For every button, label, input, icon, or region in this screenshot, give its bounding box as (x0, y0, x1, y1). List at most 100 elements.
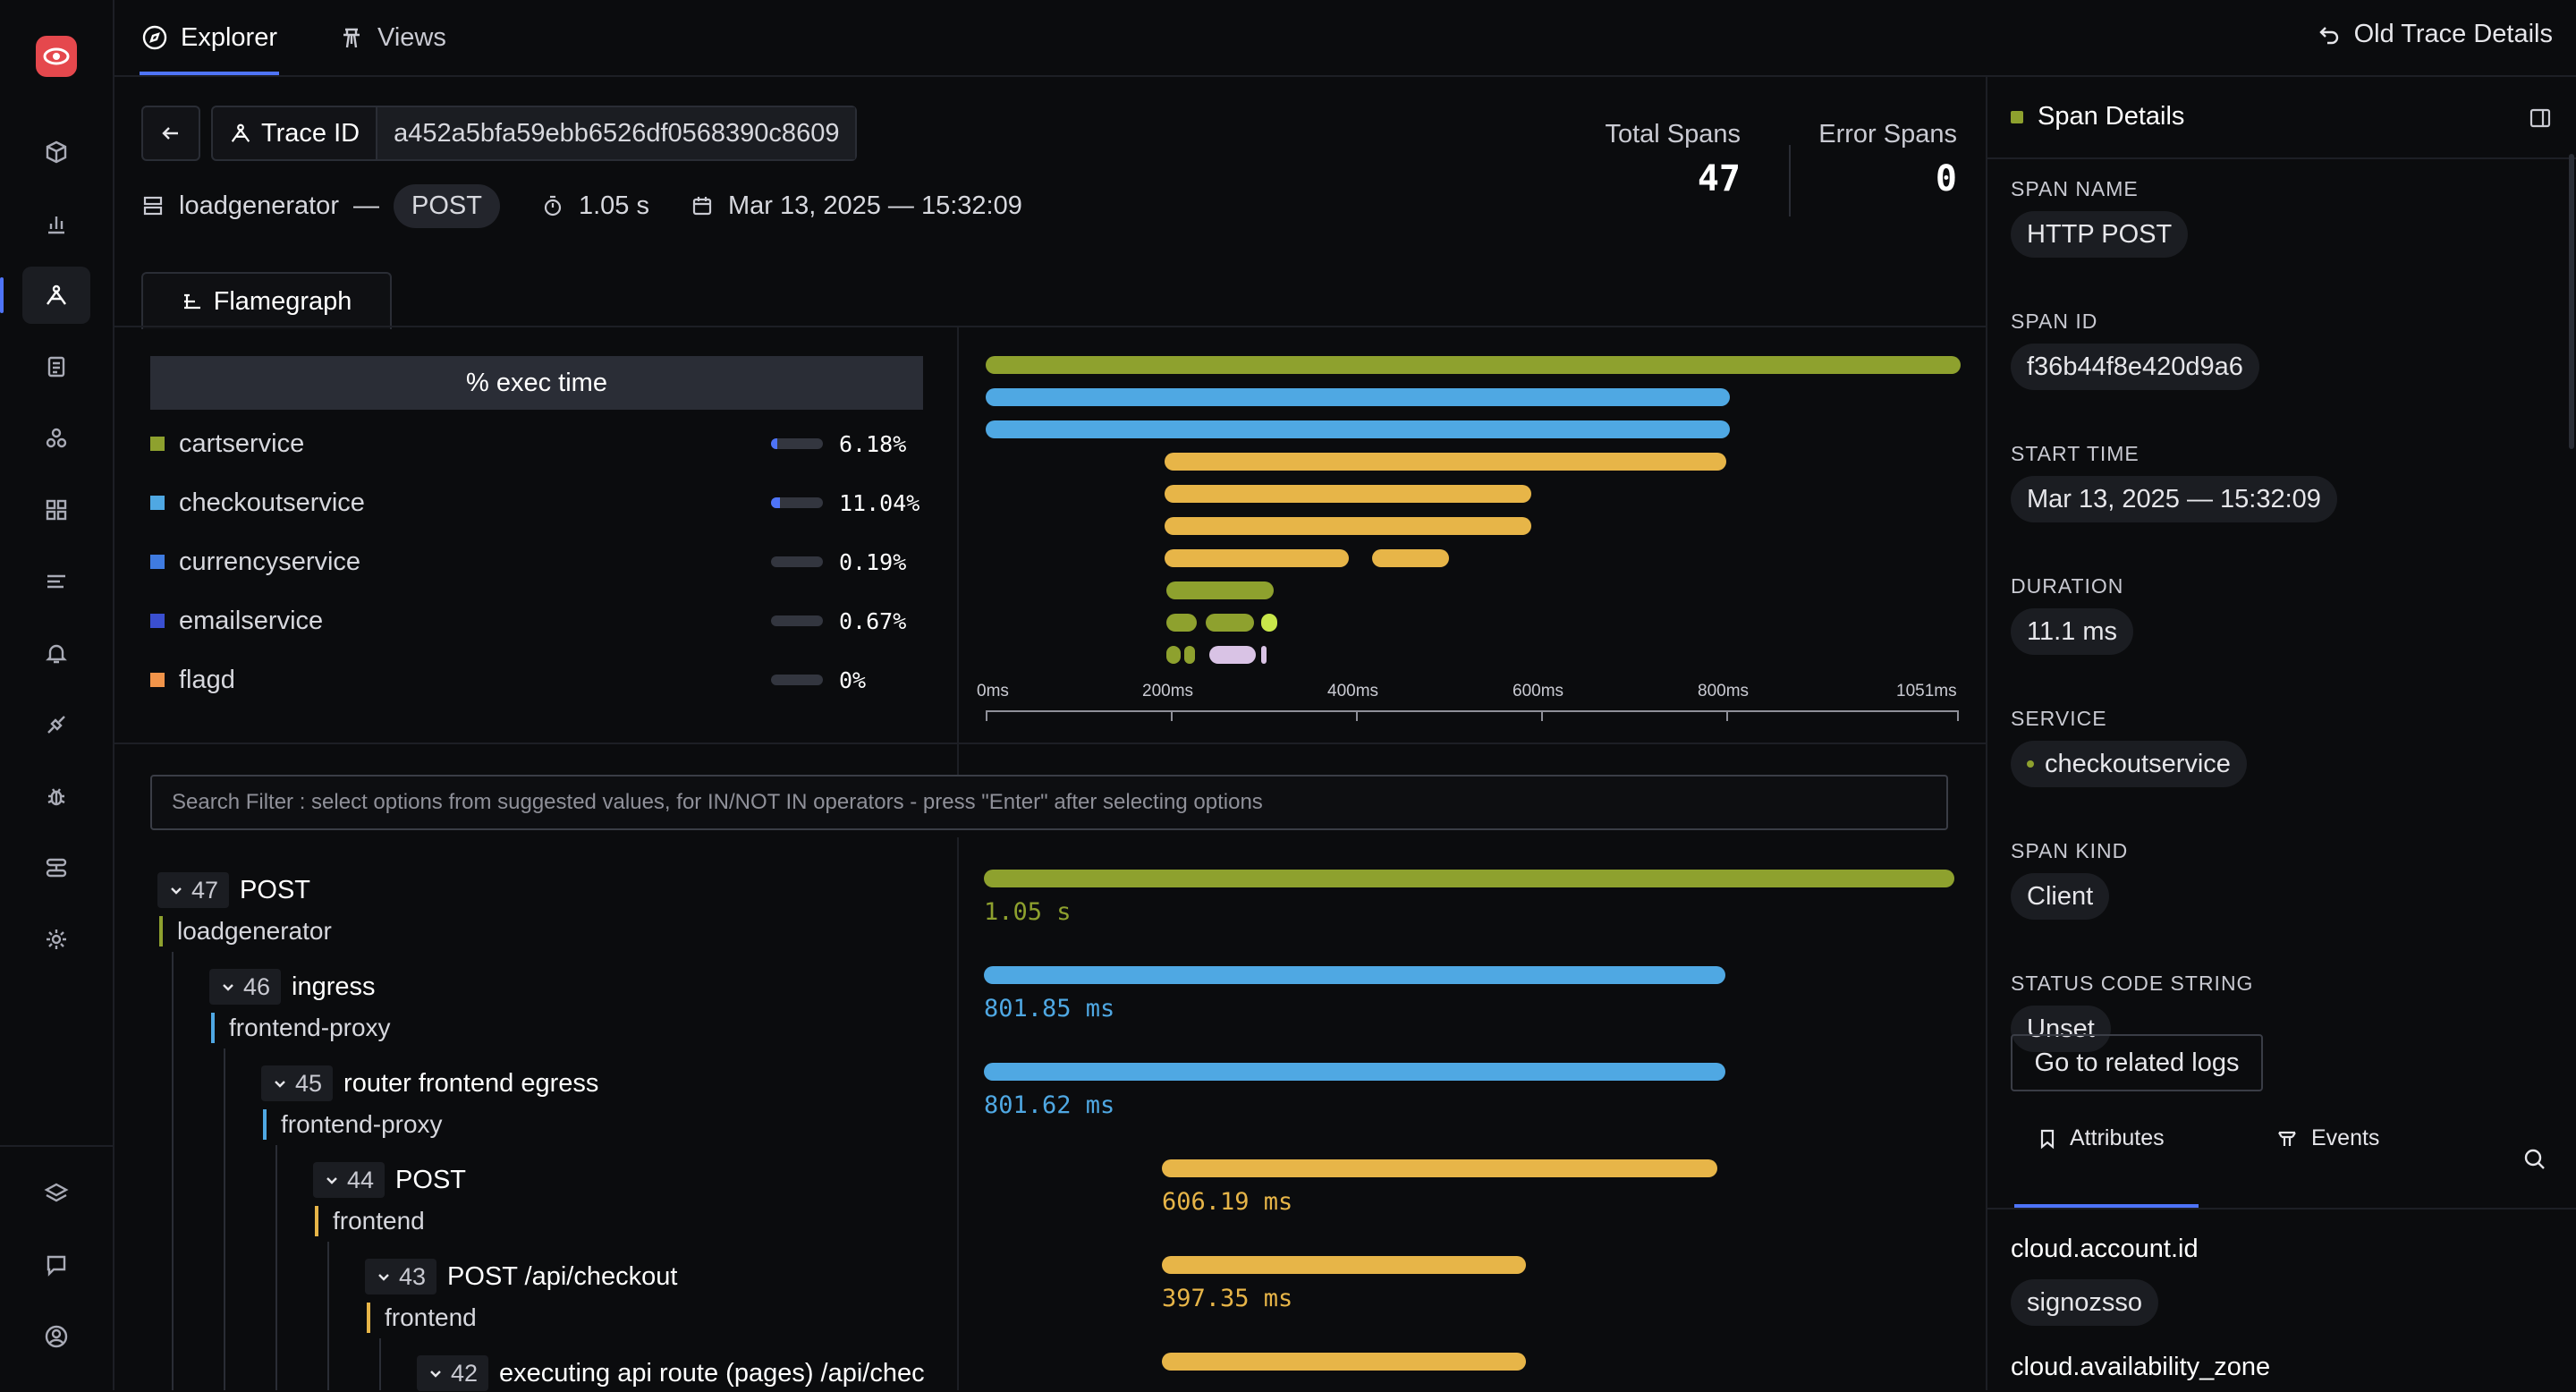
method-badge: POST (393, 183, 500, 228)
apps-grid-nav-icon[interactable] (22, 481, 90, 539)
flame-span-bar[interactable] (1261, 646, 1267, 664)
panel-scrollbar[interactable] (2569, 154, 2574, 449)
span-tree-node[interactable]: 43 POST /api/checkout (365, 1258, 677, 1295)
arrow-left-icon (162, 127, 178, 140)
alerts-nav-icon[interactable] (22, 624, 90, 682)
flame-span-bar[interactable] (1261, 614, 1277, 632)
dashboards-nav-icon[interactable] (22, 195, 90, 252)
settings-gear-icon[interactable] (22, 911, 90, 968)
sidebar (0, 0, 114, 1390)
service-exec-row: emailservice 0.67% (150, 603, 928, 639)
span-tree-node[interactable]: 46 ingress (209, 968, 376, 1006)
service-color-swatch (150, 555, 165, 569)
old-trace-details-label: Old Trace Details (2353, 20, 2553, 48)
tab-attributes-label: Attributes (2070, 1125, 2165, 1150)
flame-span-bar[interactable] (1372, 549, 1449, 567)
section-divider (114, 743, 1986, 744)
span-field-label: STATUS CODE STRING (2011, 972, 2254, 995)
span-field-value[interactable]: Client (2011, 873, 2110, 920)
child-count-toggle[interactable]: 44 (313, 1162, 386, 1198)
span-details-title: Span Details (2038, 102, 2185, 131)
tab-events[interactable]: Events (2275, 1125, 2379, 1151)
flame-span-bar[interactable] (1206, 614, 1254, 632)
flame-span-bar[interactable] (986, 356, 1961, 374)
traces-nav-icon[interactable] (0, 267, 90, 324)
span-field-label: SPAN KIND (2011, 839, 2129, 862)
chevron-down-icon (378, 1274, 389, 1281)
span-name: ingress (292, 972, 376, 1001)
waterfall-span-bar[interactable] (984, 870, 1954, 887)
integrations-nav-icon[interactable] (22, 696, 90, 753)
span-tree-node[interactable]: 42 executing api route (pages) /api/chec (417, 1354, 925, 1392)
child-count-toggle[interactable]: 45 (261, 1065, 334, 1101)
flame-span-bar[interactable] (1165, 517, 1531, 535)
user-profile-icon[interactable] (22, 1308, 90, 1365)
span-field-value[interactable]: Unset (2011, 1006, 2111, 1052)
span-field-value[interactable]: 11.1 ms (2011, 608, 2134, 655)
child-count-toggle[interactable]: 42 (417, 1355, 489, 1391)
top-bar: Explorer Views Old Trace Details (114, 0, 2576, 77)
flamegraph-top-border (114, 326, 1986, 327)
waterfall-span-bar[interactable] (984, 1063, 1725, 1081)
tree-connector-line (224, 1048, 225, 1390)
tab-flamegraph-label: Flamegraph (213, 286, 352, 316)
waterfall-span-bar[interactable] (984, 966, 1725, 984)
tab-attributes[interactable]: Attributes (2038, 1125, 2165, 1151)
compass-icon (142, 25, 167, 50)
exceptions-bug-nav-icon[interactable] (22, 768, 90, 825)
old-trace-details-link[interactable]: Old Trace Details (2317, 20, 2553, 49)
tab-views[interactable]: Views (338, 20, 446, 55)
flame-span-bar[interactable] (1165, 453, 1726, 471)
span-search-filter-input[interactable]: Search Filter : select options from sugg… (150, 775, 1948, 830)
tree-waterfall-divider (957, 837, 959, 1390)
span-field-value[interactable]: Mar 13, 2025 — 15:32:09 (2011, 476, 2337, 522)
flame-span-bar[interactable] (1165, 485, 1531, 503)
service-name: cartservice (179, 429, 305, 458)
logs-nav-icon[interactable] (22, 338, 90, 395)
pipelines-nav-icon[interactable] (22, 839, 90, 896)
trace-timestamp: Mar 13, 2025 — 15:32:09 (727, 191, 1022, 220)
trace-id-value[interactable]: a452a5bfa59ebb6526df0568390c8609 (377, 107, 856, 159)
span-duration-label: 801.85 ms (984, 995, 1115, 1023)
span-name: POST (240, 875, 311, 904)
span-tree-node[interactable]: 45 router frontend egress (261, 1065, 598, 1102)
flame-span-bar[interactable] (1184, 646, 1195, 664)
span-name: POST /api/checkout (447, 1261, 678, 1291)
child-count-toggle[interactable]: 43 (365, 1259, 437, 1294)
waterfall-span-bar[interactable] (1162, 1256, 1526, 1274)
flame-span-bar[interactable] (1209, 646, 1256, 664)
child-count-toggle[interactable]: 46 (209, 969, 282, 1005)
flame-span-bar[interactable] (986, 388, 1730, 406)
exec-time-percent: 0% (839, 666, 867, 693)
layers-icon[interactable] (22, 1165, 90, 1222)
span-tree-node[interactable]: 44 POST (313, 1161, 466, 1199)
support-chat-icon[interactable] (22, 1236, 90, 1294)
flame-span-bar[interactable] (1166, 646, 1181, 664)
search-icon[interactable] (2522, 1147, 2547, 1172)
service-color-swatch (150, 437, 165, 451)
list-nav-icon[interactable] (22, 553, 90, 610)
attribute-value[interactable]: signozsso (2011, 1279, 2158, 1326)
span-tree-node[interactable]: 47 POST (157, 871, 310, 909)
flame-span-bar[interactable] (1166, 614, 1197, 632)
flame-span-bar[interactable] (1166, 581, 1274, 599)
collapse-panel-icon[interactable] (2528, 106, 2553, 131)
flame-span-bar[interactable] (986, 420, 1730, 438)
span-field-label: SPAN ID (2011, 310, 2098, 333)
waterfall-span-bar[interactable] (1162, 1353, 1526, 1371)
span-service-name: frontend (367, 1303, 477, 1333)
back-button[interactable] (141, 106, 200, 161)
services-nav-icon[interactable] (22, 410, 90, 467)
span-field-value[interactable]: f36b44f8e420d9a6 (2011, 344, 2259, 390)
tab-explorer[interactable]: Explorer (140, 20, 279, 75)
child-count-toggle[interactable]: 47 (157, 872, 230, 908)
span-field-value[interactable]: HTTP POST (2011, 211, 2189, 258)
signoz-logo[interactable] (36, 36, 77, 77)
tab-flamegraph[interactable]: Flamegraph (141, 272, 392, 329)
sidebar-divider (0, 1145, 113, 1147)
waterfall-span-bar[interactable] (1162, 1159, 1717, 1177)
flame-span-bar[interactable] (1165, 549, 1349, 567)
go-to-related-logs-button[interactable]: Go to related logs (2011, 1034, 2263, 1091)
home-nav-icon[interactable] (22, 123, 90, 181)
span-field-value[interactable]: checkoutservice (2011, 741, 2247, 787)
